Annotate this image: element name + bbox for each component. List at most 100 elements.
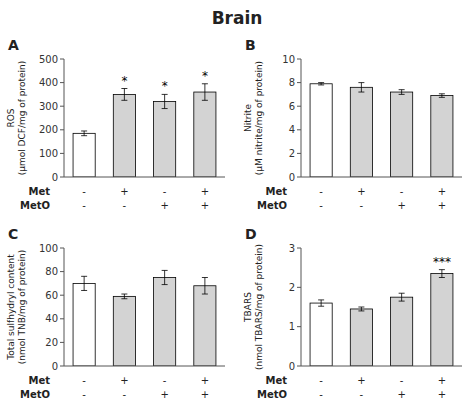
y-tick-label: 8	[289, 77, 295, 88]
x-axis	[301, 177, 462, 178]
significance: ***	[433, 255, 451, 269]
row-symbol: +	[120, 375, 128, 386]
error-bar	[121, 89, 127, 101]
y-tick-label: 4	[289, 124, 295, 135]
row-symbol: -	[82, 375, 86, 386]
y-tick	[297, 287, 301, 288]
y-axis-label: Nitrite(μM nitrite/mg of protein)	[243, 61, 264, 175]
error-bar	[81, 131, 87, 136]
error-bar	[399, 293, 405, 301]
y-axis	[301, 248, 302, 366]
row-symbol: -	[163, 186, 167, 197]
error-bar	[318, 83, 324, 85]
y-tick	[297, 82, 301, 83]
error-bar	[162, 270, 168, 284]
row-label: Met	[28, 375, 50, 386]
y-tick-label: 300	[39, 101, 58, 112]
row-symbol: +	[160, 200, 168, 211]
row-symbol: +	[201, 389, 209, 400]
panel-label: C	[8, 226, 18, 242]
row-symbol: -	[82, 200, 86, 211]
error-bar	[202, 278, 208, 295]
row-label: MetO	[257, 389, 287, 400]
row-label: MetO	[20, 200, 50, 211]
row-symbol: +	[438, 389, 446, 400]
y-axis-label: ROS(μmol DCF/mg of protein)	[6, 61, 27, 176]
y-tick	[60, 153, 64, 154]
y-tick-label: 0	[289, 172, 295, 183]
row-symbol: +	[201, 200, 209, 211]
y-tick-label: 400	[39, 77, 58, 88]
row-symbol: -	[400, 186, 404, 197]
y-tick	[297, 366, 301, 367]
bar	[391, 92, 413, 177]
panel: A0100200300400500ROS(μmol DCF/mg of prot…	[6, 37, 225, 211]
y-tick-label: 0	[52, 172, 58, 183]
y-tick	[60, 342, 64, 343]
error-bar	[439, 94, 445, 98]
error-bar	[162, 94, 168, 108]
bar	[113, 94, 135, 177]
significance: *	[202, 69, 208, 83]
row-symbol: +	[160, 389, 168, 400]
bar	[431, 274, 453, 366]
y-tick-label: 10	[282, 54, 295, 65]
y-tick	[297, 106, 301, 107]
bars	[310, 83, 453, 177]
y-tick-label: 3	[289, 243, 295, 254]
error-bar	[399, 90, 405, 95]
y-tick	[297, 326, 301, 327]
row-symbol: +	[438, 375, 446, 386]
y-tick	[60, 106, 64, 107]
x-axis	[64, 366, 225, 367]
y-axis	[301, 59, 302, 177]
row-symbol: +	[357, 186, 365, 197]
row-label: Met	[265, 186, 287, 197]
bar	[194, 286, 216, 366]
y-tick	[60, 59, 64, 60]
error-bar	[439, 270, 445, 278]
y-tick-label: 1	[289, 321, 295, 332]
row-symbol: +	[438, 200, 446, 211]
x-axis	[64, 177, 225, 178]
y-tick-label: 500	[39, 54, 58, 65]
y-tick-label: 6	[289, 101, 295, 112]
figure-title: Brain	[212, 8, 263, 28]
y-tick	[60, 129, 64, 130]
row-symbol: -	[360, 389, 364, 400]
y-axis	[64, 59, 65, 177]
y-tick	[60, 271, 64, 272]
panel-label: D	[245, 226, 257, 242]
error-bar	[358, 83, 364, 92]
y-tick-label: 100	[39, 243, 58, 254]
bar	[350, 309, 372, 366]
y-tick-label: 2	[289, 282, 295, 293]
y-tick-label: 0	[52, 361, 58, 372]
panel: B 0 2 4 6 8 10 Nitrite(μM nitrite/mg of protein…	[243, 37, 462, 211]
y-tick	[60, 82, 64, 83]
significance: *	[121, 74, 127, 88]
y-tick	[60, 295, 64, 296]
panel-label: B	[245, 37, 256, 53]
row-symbol: -	[319, 375, 323, 386]
row-symbol: +	[357, 375, 365, 386]
row-symbol: -	[400, 375, 404, 386]
y-axis	[64, 248, 65, 366]
bar	[310, 84, 332, 177]
panel-label: A	[8, 37, 19, 53]
bar	[391, 297, 413, 366]
y-tick-label: 2	[289, 148, 295, 159]
row-label: Met	[28, 186, 50, 197]
row-symbol: +	[397, 200, 405, 211]
bar	[350, 87, 372, 177]
row-symbol: -	[82, 186, 86, 197]
y-axis-label: TBARS(nmol TBARS/mg of protein)	[243, 244, 264, 370]
y-tick-label: 0	[289, 361, 295, 372]
y-tick-label: 60	[45, 290, 58, 301]
y-tick-label: 20	[45, 337, 58, 348]
row-symbol: +	[201, 186, 209, 197]
row-symbol: -	[319, 200, 323, 211]
error-bar	[81, 276, 87, 290]
row-symbol: -	[360, 200, 364, 211]
y-tick	[60, 248, 64, 249]
